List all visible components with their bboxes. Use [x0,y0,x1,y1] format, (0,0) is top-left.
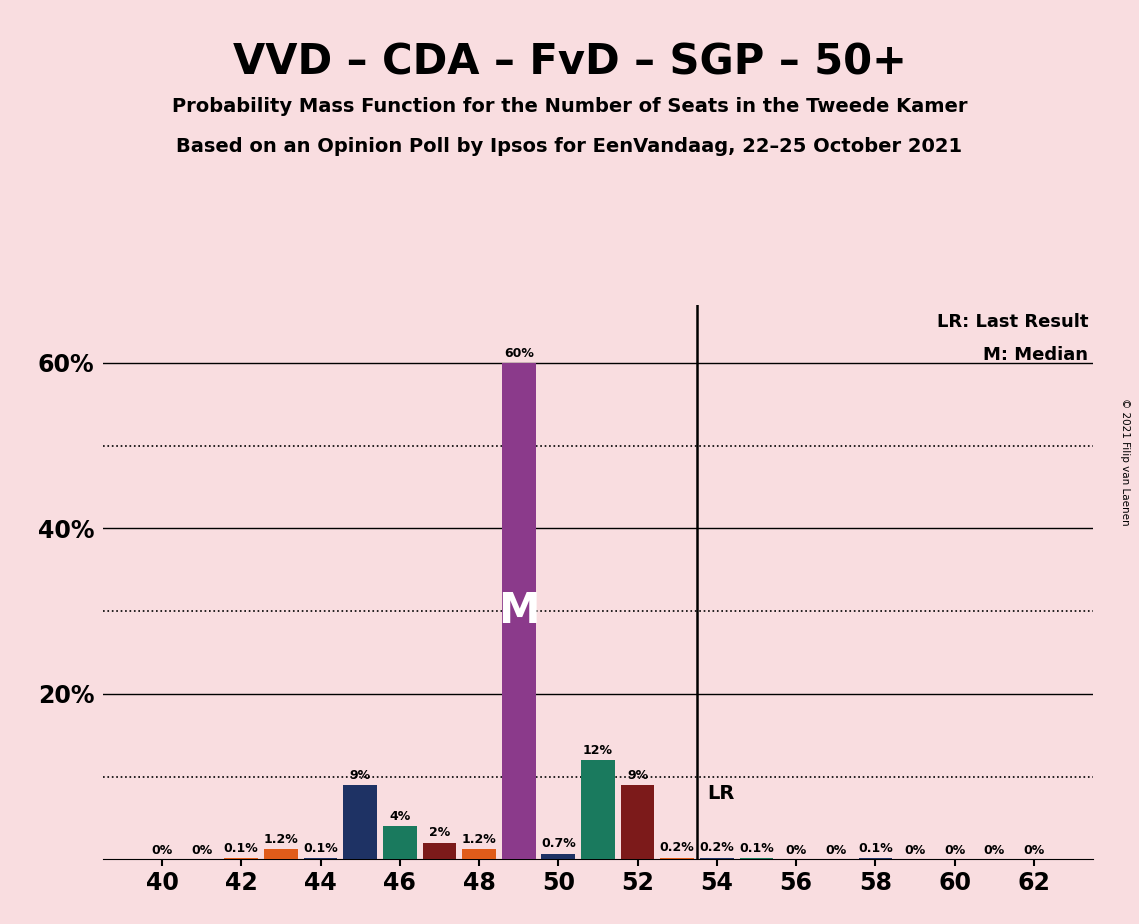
Bar [343,784,377,859]
Text: 0%: 0% [825,844,846,857]
Text: 0.1%: 0.1% [303,842,338,856]
Text: Probability Mass Function for the Number of Seats in the Tweede Kamer: Probability Mass Function for the Number… [172,97,967,116]
Text: 2%: 2% [428,826,450,840]
Text: 0%: 0% [786,844,806,857]
Text: 12%: 12% [583,744,613,757]
Text: 0.7%: 0.7% [541,837,575,850]
Bar [700,857,734,859]
Text: 0%: 0% [1023,844,1044,857]
Bar [621,784,655,859]
Text: 4%: 4% [390,810,410,823]
Text: 0%: 0% [151,844,173,857]
Text: 0.1%: 0.1% [858,842,893,856]
Text: 0.1%: 0.1% [224,842,259,856]
Text: 0%: 0% [944,844,966,857]
Text: 0.2%: 0.2% [659,842,695,855]
Bar [383,826,417,859]
Text: LR: Last Result: LR: Last Result [937,313,1089,331]
Text: LR: LR [707,784,735,803]
Bar [462,849,495,859]
Text: 1.2%: 1.2% [461,833,497,846]
Bar [423,843,457,859]
Bar [541,854,575,859]
Text: VVD – CDA – FvD – SGP – 50+: VVD – CDA – FvD – SGP – 50+ [232,42,907,83]
Text: 0%: 0% [984,844,1005,857]
Text: M: Median: M: Median [983,346,1089,364]
Bar [581,760,615,859]
Text: 9%: 9% [628,769,648,782]
Text: © 2021 Filip van Laenen: © 2021 Filip van Laenen [1120,398,1130,526]
Text: 60%: 60% [503,346,534,359]
Text: 0.2%: 0.2% [699,842,735,855]
Text: M: M [498,590,540,632]
Text: 9%: 9% [350,769,370,782]
Text: 1.2%: 1.2% [263,833,298,846]
Bar [264,849,297,859]
Text: 0%: 0% [191,844,212,857]
Text: 0.1%: 0.1% [739,842,773,856]
Text: Based on an Opinion Poll by Ipsos for EenVandaag, 22–25 October 2021: Based on an Opinion Poll by Ipsos for Ee… [177,137,962,156]
Bar [502,363,535,859]
Bar [661,857,694,859]
Text: 0%: 0% [904,844,926,857]
